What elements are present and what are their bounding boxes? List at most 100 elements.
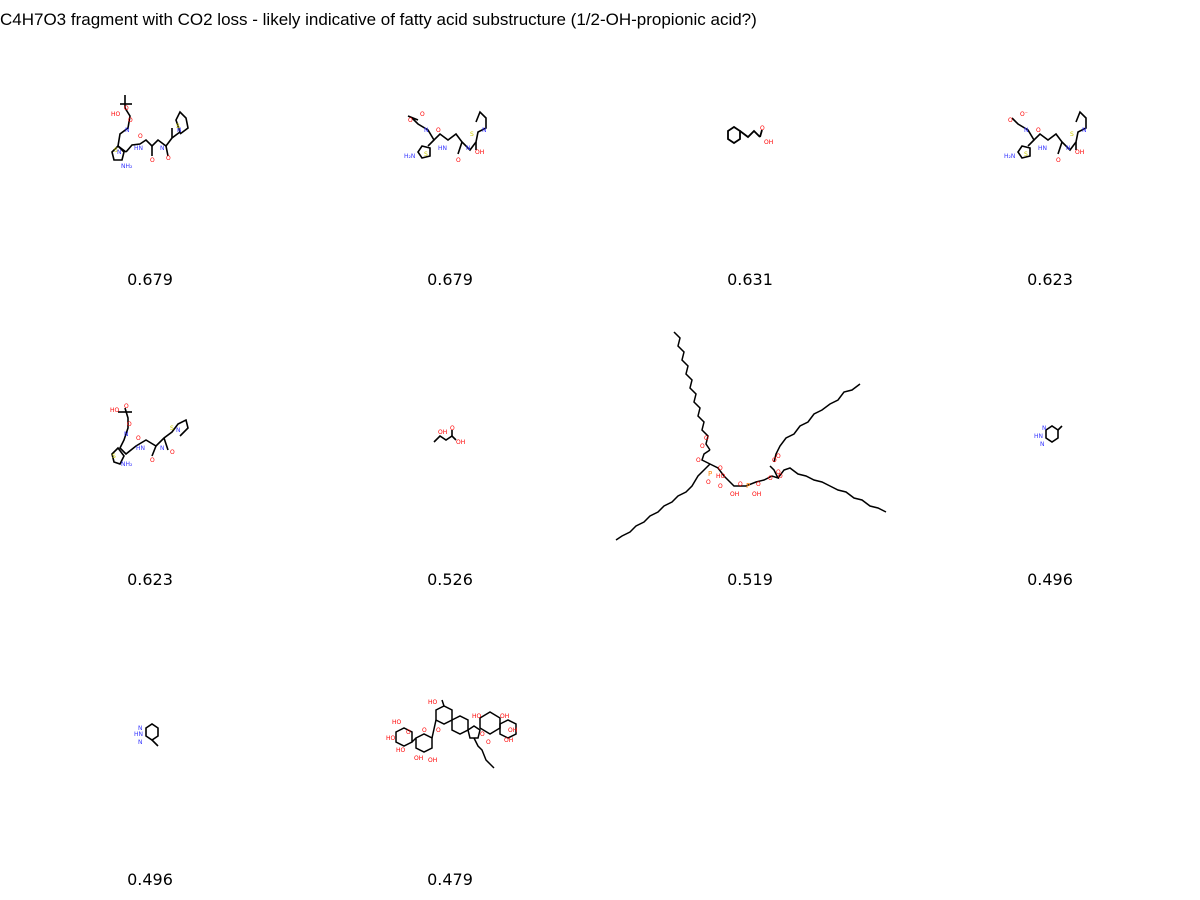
svg-text:OH: OH — [428, 757, 437, 764]
svg-text:O: O — [1008, 117, 1013, 124]
svg-text:O: O — [772, 457, 777, 464]
svg-text:S: S — [470, 131, 474, 138]
svg-text:S: S — [1024, 151, 1028, 158]
svg-text:N: N — [177, 127, 182, 134]
svg-text:O: O — [700, 443, 705, 450]
svg-text:HN: HN — [1038, 145, 1047, 152]
svg-text:OH: OH — [764, 139, 773, 146]
svg-text:N: N — [466, 145, 471, 152]
svg-text:OH: OH — [475, 149, 484, 156]
svg-text:O: O — [150, 157, 155, 164]
svg-text:N: N — [1040, 441, 1045, 448]
svg-text:OH: OH — [504, 737, 513, 744]
svg-text:N: N — [138, 739, 143, 746]
grid-cell: O OH 0.631 — [600, 0, 900, 300]
svg-text:N: N — [1066, 145, 1071, 152]
svg-text:O: O — [450, 425, 455, 432]
svg-text:O: O — [422, 727, 427, 734]
svg-text:HO: HO — [472, 713, 482, 720]
svg-text:N: N — [1024, 127, 1029, 134]
svg-text:O: O — [704, 435, 709, 442]
svg-text:OH: OH — [752, 491, 761, 498]
figure-title: C4H7O3 fragment with CO2 loss - likely i… — [0, 10, 757, 29]
svg-text:HN: HN — [438, 145, 447, 152]
svg-text:N: N — [1082, 127, 1087, 134]
svg-text:N: N — [138, 725, 143, 732]
svg-text:N: N — [124, 431, 129, 438]
svg-text:O: O — [170, 449, 175, 456]
similarity-score: 0.496 — [127, 870, 173, 889]
svg-text:OH: OH — [438, 429, 447, 436]
svg-text:HO: HO — [392, 719, 402, 726]
grid-cell: O O⁻ O O OH N HN N H₂N N S S 0.623 — [900, 0, 1200, 300]
svg-text:O: O — [124, 105, 129, 112]
svg-text:H₂N: H₂N — [404, 153, 415, 160]
svg-text:HN: HN — [1034, 433, 1043, 440]
similarity-score: 0.679 — [127, 270, 173, 289]
svg-text:O: O — [696, 457, 701, 464]
svg-text:O: O — [124, 403, 129, 410]
svg-text:O: O — [1056, 157, 1061, 164]
svg-text:N: N — [160, 445, 165, 452]
svg-text:O: O — [776, 453, 781, 460]
svg-text:O: O — [138, 133, 143, 140]
similarity-score: 0.479 — [427, 870, 473, 889]
svg-text:O: O — [776, 469, 781, 476]
svg-text:O⁻: O⁻ — [1020, 111, 1028, 118]
svg-text:OH: OH — [456, 439, 465, 446]
svg-text:OH: OH — [1075, 149, 1084, 156]
svg-text:P: P — [746, 482, 750, 490]
grid-cell: HN N N 0.496 — [900, 300, 1200, 600]
svg-text:OH: OH — [500, 713, 509, 720]
similarity-score: 0.623 — [1027, 270, 1073, 289]
svg-text:N: N — [1042, 425, 1047, 432]
svg-text:S: S — [170, 425, 174, 432]
svg-text:HO: HO — [110, 407, 120, 414]
svg-text:S: S — [114, 147, 118, 154]
svg-text:O: O — [456, 157, 461, 164]
svg-text:O: O — [706, 479, 711, 486]
svg-text:N: N — [176, 427, 181, 434]
svg-text:O: O — [738, 481, 743, 488]
svg-text:N: N — [117, 149, 122, 156]
similarity-score: 0.623 — [127, 570, 173, 589]
svg-text:N: N — [424, 127, 429, 134]
svg-text:S: S — [176, 123, 180, 130]
svg-text:HO: HO — [396, 747, 406, 754]
svg-text:O: O — [486, 739, 491, 746]
svg-text:NH₂: NH₂ — [121, 461, 133, 468]
molecule-cephalosporin: O O⁻ O O OH N HN N H₂N N S S — [1004, 110, 1087, 164]
svg-text:HN: HN — [134, 731, 143, 738]
svg-text:N: N — [482, 127, 487, 134]
svg-text:S: S — [424, 151, 428, 158]
svg-text:O: O — [1036, 127, 1041, 134]
grid-cell: OH O OH 0.526 — [300, 300, 600, 600]
similarity-score: 0.496 — [1027, 570, 1073, 589]
svg-text:O: O — [718, 465, 723, 472]
svg-text:O: O — [778, 473, 783, 480]
svg-text:O: O — [480, 731, 485, 738]
svg-text:O: O — [150, 457, 155, 464]
svg-text:O: O — [436, 127, 441, 134]
similarity-score: 0.526 — [427, 570, 473, 589]
molecule-methylbenzotriazole: HNN N — [1034, 425, 1063, 448]
svg-text:HN: HN — [136, 445, 145, 452]
similarity-score: 0.679 — [427, 270, 473, 289]
svg-text:O: O — [406, 729, 411, 736]
similarity-score: 0.519 — [727, 570, 773, 589]
molecule-cinnamic-acid: O OH — [727, 125, 773, 146]
svg-text:O: O — [408, 117, 413, 124]
svg-text:O: O — [420, 111, 425, 118]
svg-text:OH: OH — [414, 755, 423, 762]
svg-text:OH: OH — [508, 727, 517, 734]
svg-text:O: O — [718, 483, 723, 490]
svg-text:S: S — [1070, 131, 1074, 138]
